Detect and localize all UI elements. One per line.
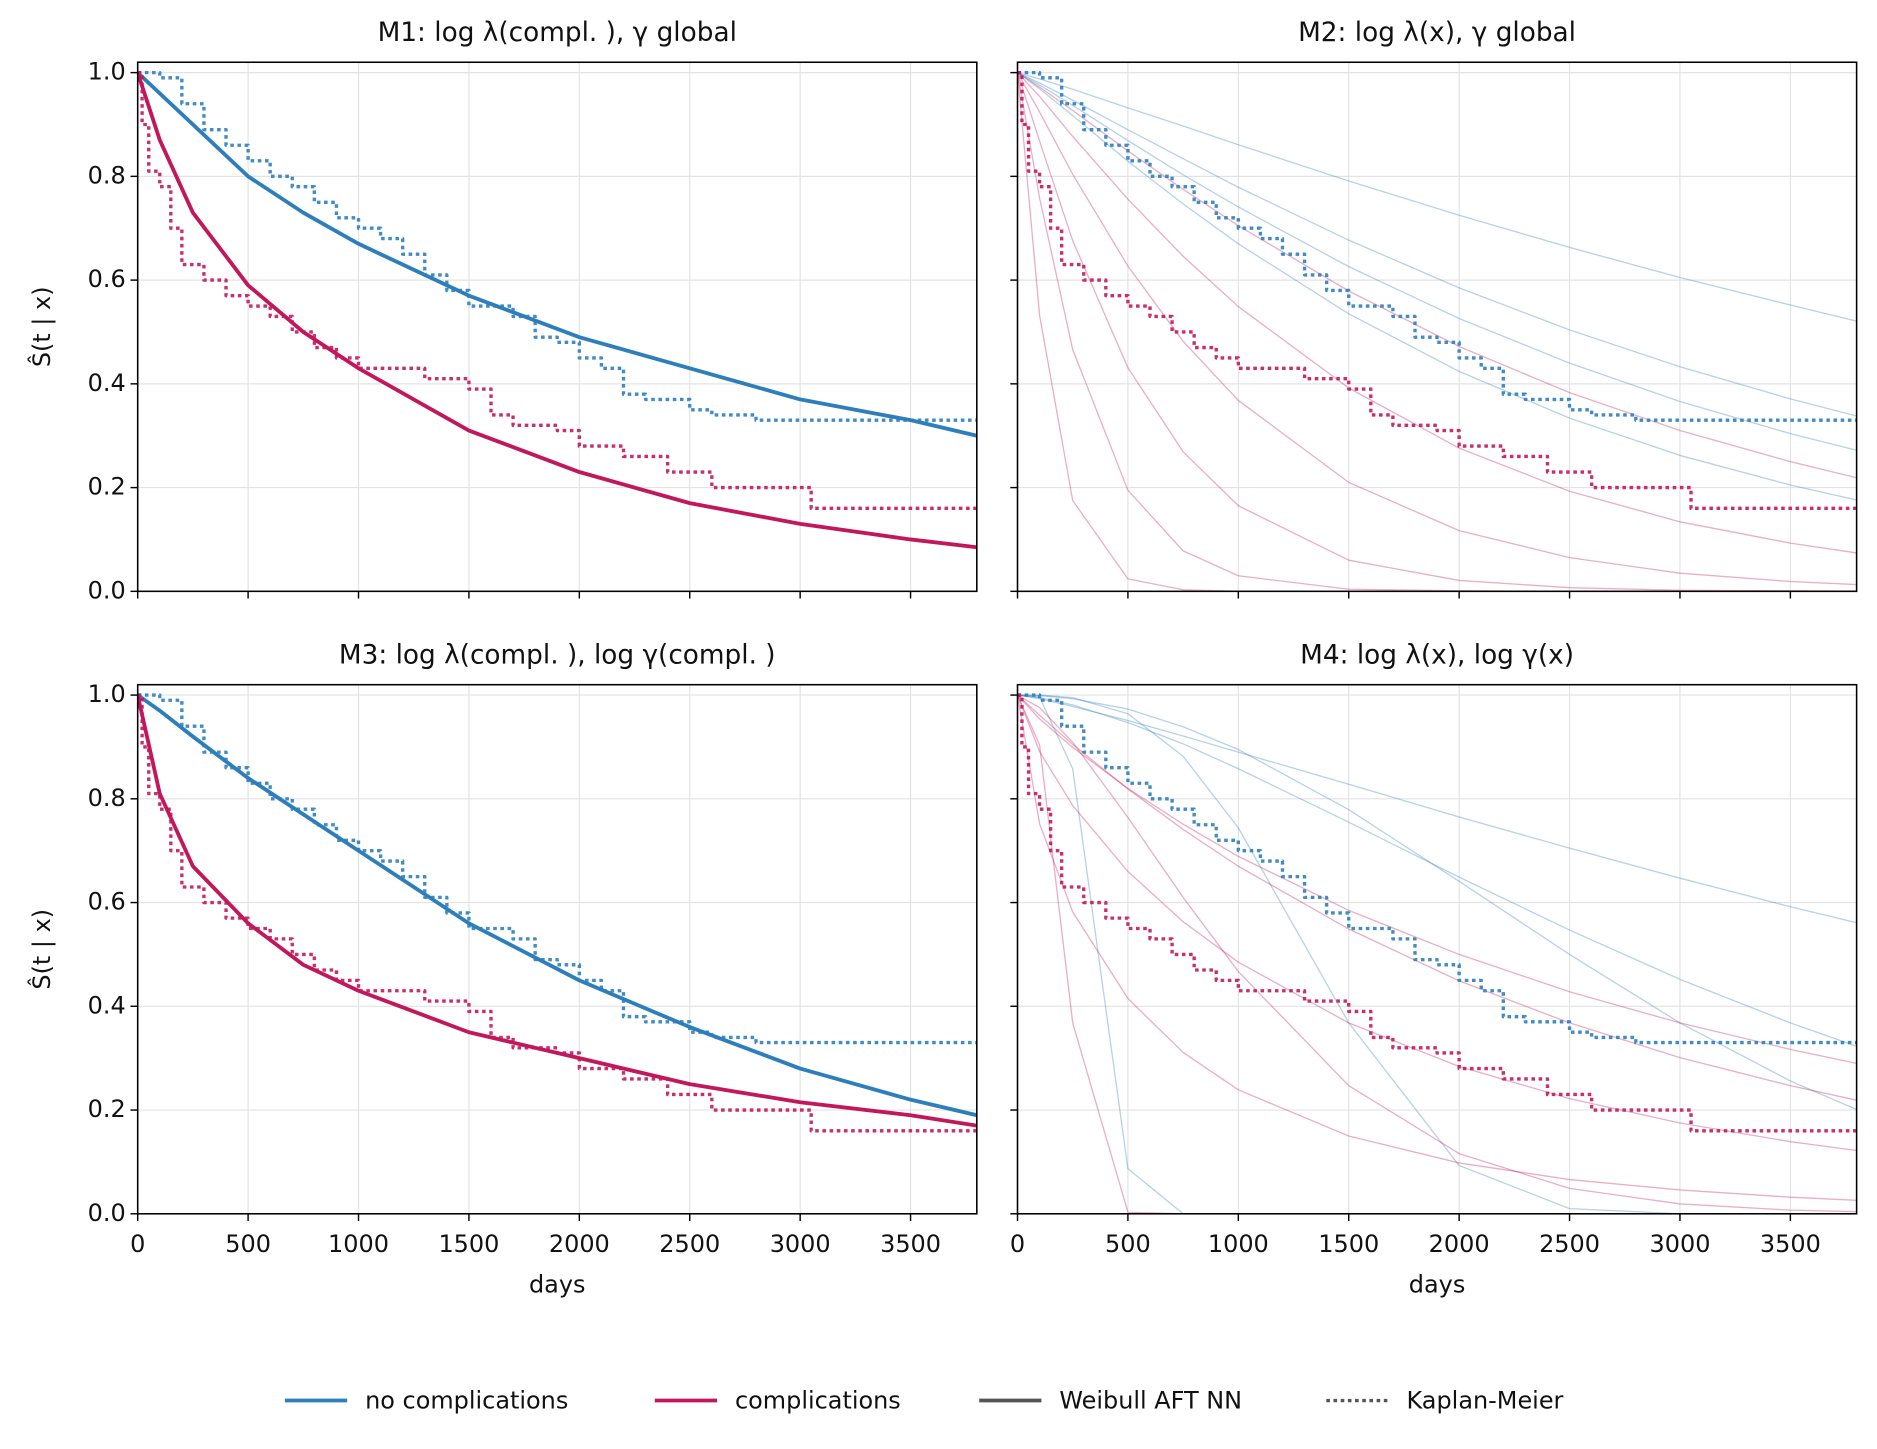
y-tick-label: 0.8 bbox=[88, 161, 126, 189]
survival-line bbox=[1017, 694, 1857, 1065]
panel-title: M1: log λ(compl. ), γ global bbox=[378, 18, 737, 48]
survival-line bbox=[1017, 72, 1857, 417]
panel: 0.0 0.2 0.4 0.6 0.8 1.0 M1: log λ(compl. ), γ … bbox=[26, 18, 978, 604]
survival-line bbox=[1017, 72, 1857, 554]
survival-line bbox=[137, 70, 977, 511]
panel: M2: log λ(x), γ global bbox=[1010, 18, 1858, 599]
survival-line bbox=[137, 71, 977, 438]
x-tick-label: 500 bbox=[1105, 1230, 1151, 1258]
panel: 0 500 1000 1500 2000 2500 3000 3500 M4: log λ(x)… bbox=[1010, 640, 1858, 1299]
x-tick-label: 3000 bbox=[1650, 1230, 1711, 1258]
survival-line bbox=[1017, 694, 1857, 1214]
y-tick-label: 0.8 bbox=[88, 784, 126, 812]
panel-title: M4: log λ(x), log γ(x) bbox=[1300, 640, 1574, 670]
panel-title: M2: log λ(x), γ global bbox=[1298, 18, 1576, 48]
x-tick-label: 2000 bbox=[549, 1230, 610, 1258]
survival-line bbox=[1017, 694, 1857, 1101]
axes-frame bbox=[1016, 61, 1858, 593]
x-tick-label: 1000 bbox=[328, 1230, 389, 1258]
axes-frame bbox=[136, 61, 978, 593]
survival-line bbox=[137, 693, 977, 1118]
x-tick-label: 2500 bbox=[659, 1230, 720, 1258]
survival-line bbox=[137, 694, 977, 1128]
y-tick-label: 0.4 bbox=[88, 369, 126, 397]
x-tick-label: 500 bbox=[225, 1230, 271, 1258]
x-tick-label: 2000 bbox=[1429, 1230, 1490, 1258]
survival-line bbox=[137, 693, 977, 1045]
survival-line bbox=[137, 72, 977, 550]
survival-line bbox=[1017, 694, 1857, 1214]
survival-line bbox=[1017, 694, 1857, 1214]
survival-line bbox=[1017, 72, 1857, 592]
panel: 0.0 0.2 0.4 0.6 0.8 1.0 0 500 1000 1500 2000 2500 30… bbox=[26, 640, 978, 1299]
y-tick-label: 1.0 bbox=[88, 680, 126, 708]
panel-title: M3: log λ(compl. ), log γ(compl. ) bbox=[339, 640, 776, 670]
plot-area bbox=[1017, 693, 1857, 1214]
plot-area bbox=[137, 693, 977, 1133]
axes-frame bbox=[1016, 683, 1858, 1215]
x-tick-label: 3500 bbox=[880, 1230, 941, 1258]
survival-line bbox=[1017, 693, 1857, 1045]
survival-line bbox=[1017, 72, 1857, 479]
legend-label: Kaplan-Meier bbox=[1407, 1387, 1564, 1415]
x-tick-label: 2500 bbox=[1539, 1230, 1600, 1258]
y-tick-label: 0.0 bbox=[88, 1199, 126, 1227]
survival-line bbox=[137, 70, 977, 422]
y-tick-label: 0.2 bbox=[88, 473, 126, 501]
survival-line bbox=[137, 693, 977, 1133]
survival-line bbox=[1017, 72, 1857, 451]
survival-line bbox=[1017, 694, 1857, 1213]
x-tick-label: 0 bbox=[1010, 1230, 1025, 1258]
legend-label: Weibull AFT NN bbox=[1059, 1387, 1242, 1415]
x-axis-label: days bbox=[1409, 1271, 1466, 1299]
legend-label: complications bbox=[735, 1387, 901, 1415]
survival-line bbox=[1017, 694, 1857, 1047]
survival-line bbox=[1017, 72, 1857, 592]
axes-frame bbox=[136, 683, 978, 1215]
y-tick-label: 1.0 bbox=[88, 58, 126, 86]
x-tick-label: 0 bbox=[130, 1230, 145, 1258]
survival-line bbox=[1017, 694, 1857, 1152]
x-tick-label: 3500 bbox=[1760, 1230, 1821, 1258]
y-tick-label: 0.6 bbox=[88, 888, 126, 916]
y-tick-label: 0.4 bbox=[88, 991, 126, 1019]
y-axis-label: Ŝ(t | x) bbox=[26, 286, 56, 367]
x-tick-label: 1500 bbox=[1318, 1230, 1379, 1258]
y-tick-label: 0.0 bbox=[88, 576, 126, 604]
x-tick-label: 1000 bbox=[1208, 1230, 1269, 1258]
plot-area bbox=[1017, 70, 1857, 592]
y-tick-label: 0.6 bbox=[88, 265, 126, 293]
y-tick-label: 0.2 bbox=[88, 1095, 126, 1123]
survival-line bbox=[1017, 694, 1857, 1111]
survival-line bbox=[1017, 70, 1857, 422]
x-tick-label: 3000 bbox=[770, 1230, 831, 1258]
survival-line bbox=[1017, 693, 1857, 1133]
x-tick-label: 1500 bbox=[438, 1230, 499, 1258]
survival-line bbox=[1017, 694, 1857, 1201]
survival-line bbox=[1017, 72, 1857, 586]
survival-line bbox=[1017, 72, 1857, 592]
y-axis-label: Ŝ(t | x) bbox=[26, 909, 56, 990]
legend-label: no complications bbox=[365, 1387, 568, 1415]
plot-area bbox=[137, 70, 977, 550]
x-axis-label: days bbox=[529, 1271, 586, 1299]
survival-line bbox=[1017, 694, 1857, 924]
survival-line bbox=[1017, 71, 1857, 322]
survival-line bbox=[1017, 72, 1857, 501]
